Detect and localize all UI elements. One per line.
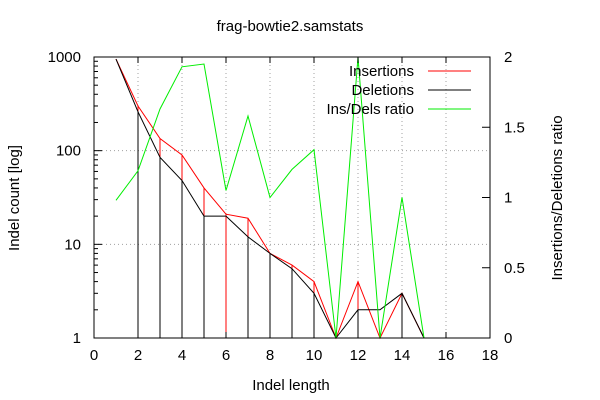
y2-axis-label: Insertions/Deletions ratio — [549, 115, 566, 280]
y-tick-label: 1000 — [48, 49, 81, 66]
y2-tick-label: 1.5 — [504, 119, 525, 136]
y-axis-label: Indel count [log] — [6, 145, 23, 251]
legend: Insertions Deletions Ins/Dels ratio — [326, 63, 471, 118]
x-tick-label: 4 — [178, 347, 186, 364]
x-tick-label: 2 — [134, 347, 142, 364]
y2-tick-label: 2 — [504, 49, 512, 66]
x-tick-label: 14 — [394, 347, 411, 364]
x-tick-label: 18 — [482, 347, 499, 364]
legend-label: Deletions — [351, 82, 414, 99]
x-tick-label: 8 — [266, 347, 274, 364]
y-tick-label: 1 — [73, 330, 81, 347]
y2-tick-label: 0.5 — [504, 260, 525, 277]
y2-tick-label: 0 — [504, 330, 512, 347]
x-tick-label: 6 — [222, 347, 230, 364]
chart-title: frag-bowtie2.samstats — [217, 18, 364, 35]
x-tick-label: 10 — [306, 347, 323, 364]
plot-series — [115, 56, 425, 340]
y2-tick-label: 1 — [504, 190, 512, 207]
x-tick-label: 12 — [350, 347, 367, 364]
series-line-2 — [115, 56, 425, 339]
axis-ticks: 0 2 4 6 8 10 12 14 16 18 1 10 100 1000 0 0.5 1 1.5 2 — [48, 49, 525, 364]
y-tick-label: 100 — [56, 143, 81, 160]
x-tick-label: 16 — [438, 347, 455, 364]
legend-label: Insertions — [349, 63, 414, 80]
x-axis-label: Indel length — [252, 377, 330, 394]
y-tick-label: 10 — [64, 236, 81, 253]
x-tick-label: 0 — [90, 347, 98, 364]
series-line-1 — [115, 58, 425, 339]
legend-label: Ins/Dels ratio — [326, 101, 414, 118]
